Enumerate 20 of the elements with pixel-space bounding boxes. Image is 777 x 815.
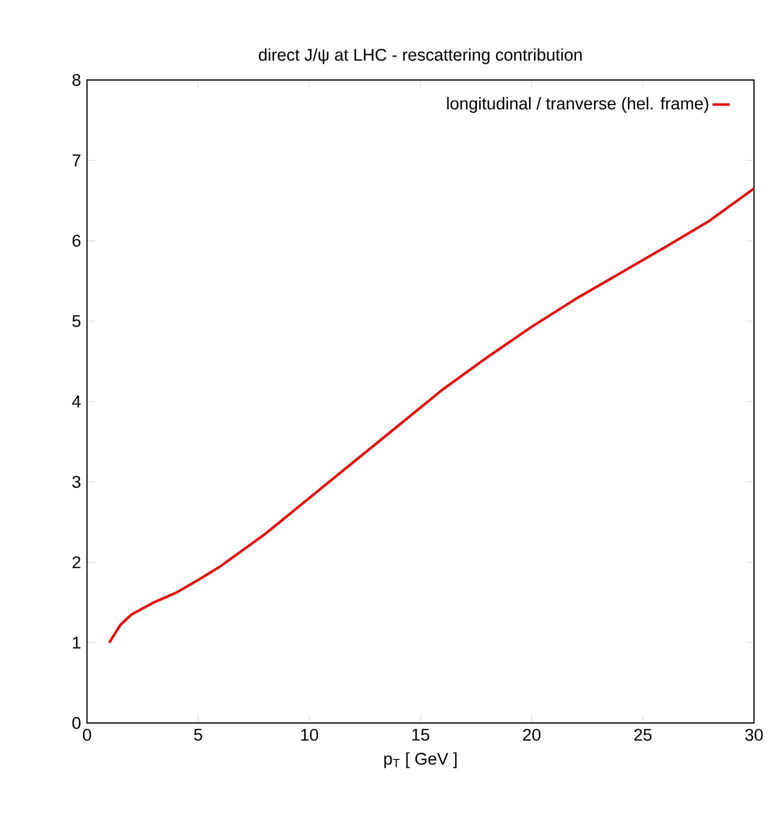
y-tick-label: 5 [72,315,80,328]
y-tick-label: 2 [72,556,80,568]
x-tick-label: 25 [634,728,652,741]
x-tick-label: 0 [82,728,92,741]
y-tick-label: 4 [72,396,81,408]
y-tick-label: 1 [73,636,80,648]
y-tick-label: 6 [72,234,80,247]
chart-title: direct J/ψ at LHC - rescattering contribution [258,48,582,64]
y-tick-label: 7 [72,154,80,166]
y-tick-label: 3 [72,476,80,488]
x-tick-label: 10 [301,728,318,741]
line-series [108,187,754,644]
legend-label: longitudinal / tranverse (hel. frame) [447,97,708,113]
y-tick-label: 0 [72,717,81,729]
x-tick-label: 20 [523,728,540,741]
x-tick-label: 5 [194,728,202,741]
y-tick-label: 8 [72,74,80,86]
x-axis-title: p$_{T}$ [ GeV ] [384,752,457,768]
x-tick-label: 15 [412,728,430,741]
x-tick-label: 30 [745,728,763,741]
